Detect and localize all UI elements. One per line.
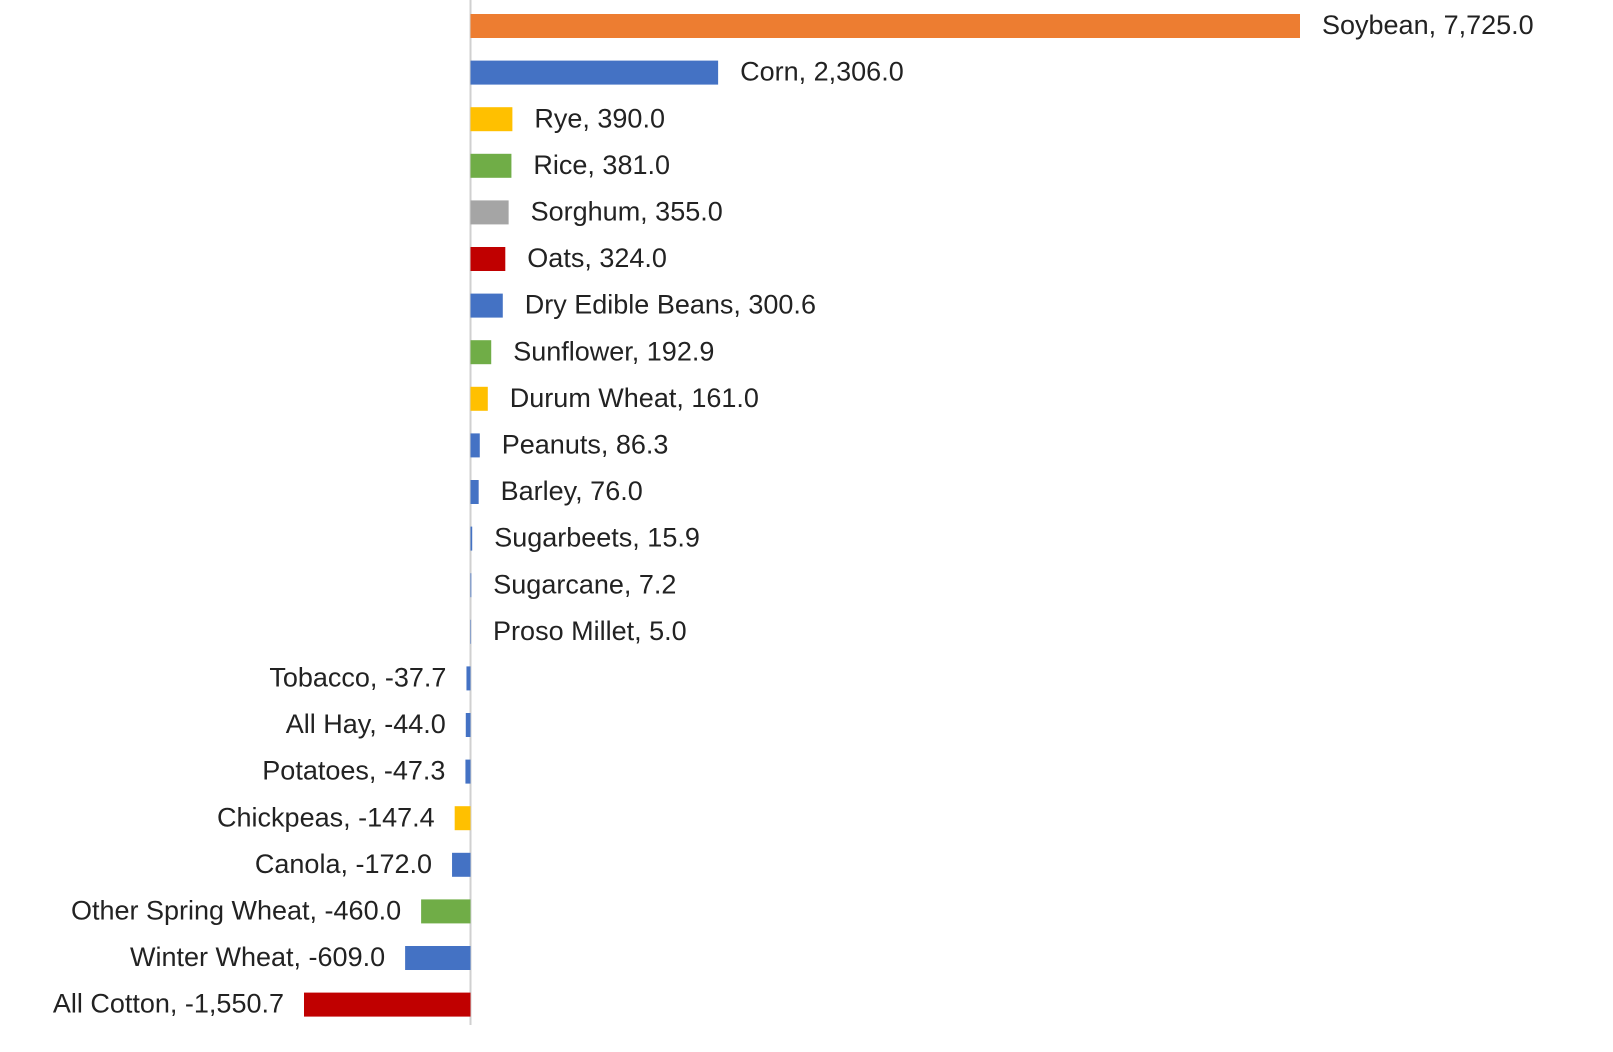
bar	[470, 573, 472, 598]
bar	[470, 386, 488, 411]
bar	[304, 992, 471, 1017]
bar	[465, 759, 471, 784]
bar	[405, 946, 471, 970]
data-label: Durum Wheat, 161.0	[510, 383, 759, 413]
data-label: Sorghum, 355.0	[531, 197, 723, 227]
bar	[421, 899, 471, 924]
bar	[470, 433, 480, 458]
data-label: Proso Millet, 5.0	[493, 616, 687, 646]
bar	[470, 107, 513, 132]
data-label: All Cotton, -1,550.7	[53, 989, 284, 1019]
bar	[470, 200, 509, 225]
bar	[466, 666, 471, 691]
bar	[465, 713, 471, 737]
data-label: Rice, 381.0	[533, 150, 670, 180]
bar	[470, 526, 473, 551]
bar	[470, 153, 512, 178]
data-label: Sunflower, 192.9	[513, 336, 714, 366]
data-label: Canola, -172.0	[255, 849, 432, 879]
bar	[470, 14, 1301, 38]
data-label: Dry Edible Beans, 300.6	[525, 290, 816, 320]
data-label: Oats, 324.0	[527, 243, 667, 273]
data-label: Tobacco, -37.7	[269, 663, 446, 693]
bar	[470, 619, 472, 644]
data-label: Winter Wheat, -609.0	[130, 942, 385, 972]
data-label: Sugarcane, 7.2	[493, 569, 676, 599]
data-label: Rye, 390.0	[534, 103, 665, 133]
data-label: Barley, 76.0	[501, 476, 643, 506]
bar	[470, 480, 479, 504]
bar	[470, 247, 506, 271]
data-label: Chickpeas, -147.4	[217, 802, 435, 832]
data-label: Peanuts, 86.3	[502, 430, 669, 460]
bar	[454, 806, 471, 831]
bar	[470, 60, 719, 85]
bar	[470, 340, 492, 365]
bar	[470, 293, 503, 318]
data-label: Other Spring Wheat, -460.0	[71, 896, 401, 926]
data-label: Corn, 2,306.0	[740, 57, 904, 87]
data-label: Sugarbeets, 15.9	[494, 523, 700, 553]
data-label: All Hay, -44.0	[286, 709, 446, 739]
data-label: Potatoes, -47.3	[262, 756, 445, 786]
data-label: Soybean, 7,725.0	[1322, 10, 1534, 40]
bar	[452, 852, 471, 877]
